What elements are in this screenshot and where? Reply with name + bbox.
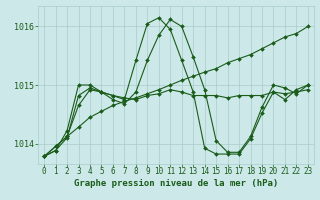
X-axis label: Graphe pression niveau de la mer (hPa): Graphe pression niveau de la mer (hPa)	[74, 179, 278, 188]
